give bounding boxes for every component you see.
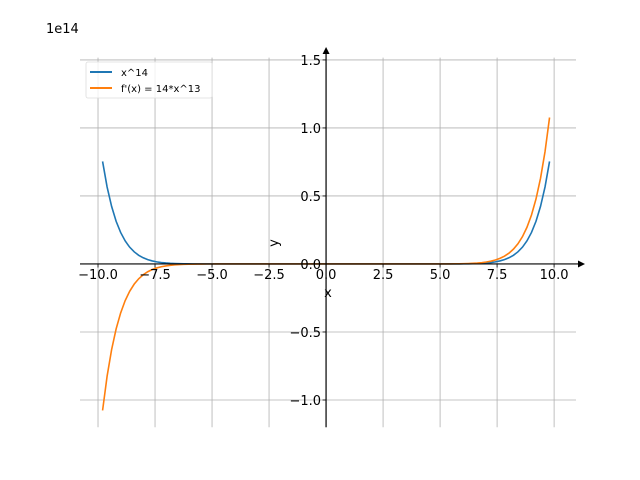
y-tick-label: −0.5 — [289, 326, 321, 341]
x-tick-label: 0.0 — [316, 268, 337, 283]
grid — [80, 57, 576, 428]
axes — [80, 47, 585, 428]
y-tick-label: 1.0 — [300, 122, 321, 137]
x-tick-label: 7.5 — [487, 268, 508, 283]
y-tick-label: −1.0 — [289, 394, 321, 409]
x-tick-label: 10.0 — [540, 268, 569, 283]
x-axis-label: x — [324, 286, 332, 301]
x-tick-label: 2.5 — [373, 268, 394, 283]
legend: x^14 f'(x) = 14*x^13 — [85, 61, 213, 99]
legend-box — [85, 61, 213, 99]
tick-labels: −10.0 −7.5 −5.0 −2.5 0.0 2.5 5.0 7.5 10.0 −1.0 −0.… — [78, 54, 568, 409]
x-tick-label: −5.0 — [196, 268, 228, 283]
y-tick-label: 1.5 — [300, 54, 321, 69]
y-axis-label: y — [267, 239, 282, 247]
legend-label-x14: x^14 — [121, 68, 148, 79]
x-tick-label: 5.0 — [430, 268, 451, 283]
y-axis-arrow-icon — [322, 47, 330, 54]
x-axis-arrow-icon — [578, 260, 585, 268]
y-tick-label: 0.0 — [300, 258, 321, 273]
x-tick-label: −10.0 — [78, 268, 118, 283]
x-tick-label: −7.5 — [139, 268, 171, 283]
y-tick-label: 0.5 — [300, 190, 321, 205]
offset-label: 1e14 — [46, 22, 79, 37]
legend-label-derivative: f'(x) = 14*x^13 — [121, 84, 200, 95]
x-tick-label: −2.5 — [253, 268, 285, 283]
